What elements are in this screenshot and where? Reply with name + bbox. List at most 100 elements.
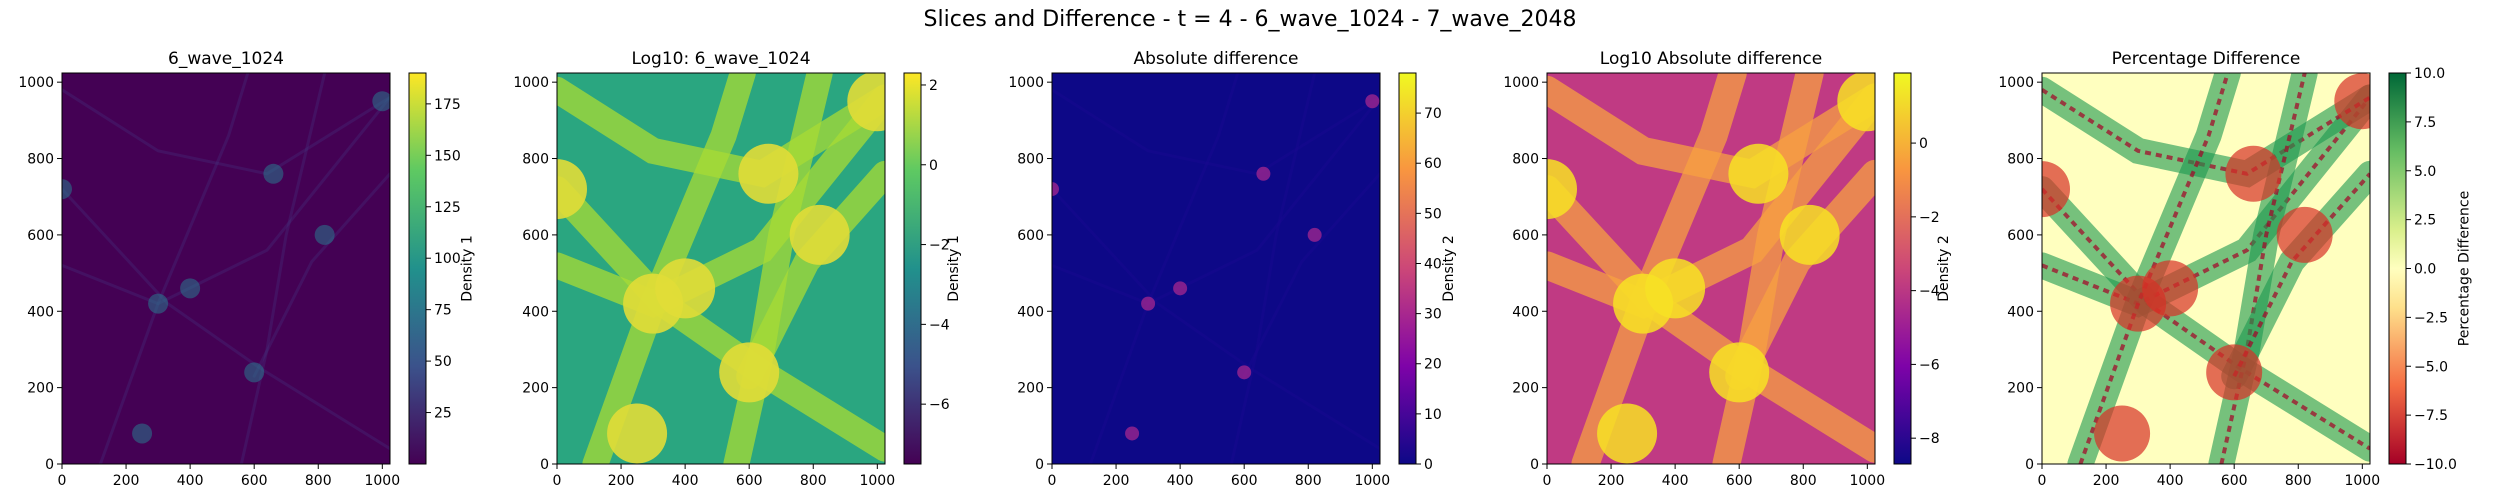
density-peak xyxy=(1256,166,1271,181)
x-tick-label: 1000 xyxy=(859,473,895,489)
panel-title: Percentage Difference xyxy=(2112,49,2301,69)
x-tick-label: 0 xyxy=(1543,473,1552,489)
y-tick-label: 1000 xyxy=(1998,75,2034,91)
wave-band xyxy=(723,73,833,464)
colorbar-tick-label: −7.5 xyxy=(2414,408,2448,424)
wave-band xyxy=(1242,172,1380,378)
density-peak xyxy=(1052,182,1059,197)
colorbar-tick-label: 60 xyxy=(1424,156,1442,172)
panel-title: Log10: 6_wave_1024 xyxy=(631,49,810,69)
y-tick-label: 600 xyxy=(2007,228,2034,244)
wave-band xyxy=(2221,160,2370,390)
density-peak xyxy=(1837,73,1875,132)
colorbar-tick-label: −5.0 xyxy=(2414,359,2448,375)
wave-band xyxy=(1052,88,1380,176)
density-peak xyxy=(1645,258,1706,319)
wave-band xyxy=(557,176,885,462)
x-tick-label: 1000 xyxy=(364,473,400,489)
colorbar-tick-label: −2 xyxy=(1919,210,1940,226)
density-peak xyxy=(314,224,335,245)
density-peak xyxy=(1141,296,1156,311)
colorbar-tick-label: 10 xyxy=(1424,407,1442,423)
x-tick-label: 200 xyxy=(113,473,140,489)
axes-frame xyxy=(556,72,886,465)
x-tick-label: 0 xyxy=(58,473,67,489)
wave-band xyxy=(1712,73,1824,464)
axes-frame xyxy=(2041,72,2371,465)
density-peak xyxy=(244,362,265,383)
x-tick-label: 200 xyxy=(1103,473,1130,489)
density-peak xyxy=(1125,426,1140,441)
wave-band xyxy=(1088,73,1240,464)
y-tick-label: 200 xyxy=(2007,381,2034,397)
colorbar-tick-label: 2 xyxy=(929,78,938,94)
heatmap-image xyxy=(2042,73,2370,464)
density-peak xyxy=(148,293,169,314)
colorbar-frame xyxy=(903,72,922,465)
axes-frame xyxy=(61,72,391,465)
wave-band xyxy=(1571,73,1747,464)
colorbar-tick-label: 175 xyxy=(434,97,461,113)
colorbar-tick-label: 0 xyxy=(1919,136,1928,152)
density-peak xyxy=(719,342,780,403)
y-tick-label: 0 xyxy=(1035,457,1044,473)
density-peak xyxy=(789,204,850,265)
colorbar-tick-label: 70 xyxy=(1424,106,1442,122)
panel-title: 6_wave_1024 xyxy=(168,49,284,69)
heatmap-image xyxy=(557,73,885,464)
y-tick-label: 0 xyxy=(540,457,549,473)
colorbar-frame xyxy=(1398,72,1417,465)
wave-band xyxy=(62,187,390,451)
y-tick-label: 800 xyxy=(522,152,549,168)
colorbar-tick-label: 150 xyxy=(434,148,461,164)
wave-band xyxy=(98,73,250,464)
wave-band-stripe xyxy=(2042,96,2370,306)
x-tick-label: 400 xyxy=(1662,473,1689,489)
y-tick-label: 1000 xyxy=(18,75,54,91)
y-tick-label: 400 xyxy=(522,304,549,320)
density-peak xyxy=(847,73,885,132)
y-tick-label: 800 xyxy=(27,152,54,168)
y-tick-label: 800 xyxy=(1017,152,1044,168)
density-peak xyxy=(2094,405,2151,462)
y-tick-label: 1000 xyxy=(1503,75,1539,91)
colorbar-tick-label: −2.5 xyxy=(2414,310,2448,326)
x-tick-label: 800 xyxy=(1295,473,1322,489)
y-tick-label: 400 xyxy=(27,304,54,320)
x-tick-label: 1000 xyxy=(1849,473,1885,489)
density-peak xyxy=(1307,227,1322,242)
wave-band-stripe xyxy=(2219,73,2307,464)
wave-band xyxy=(582,73,756,464)
y-tick-label: 200 xyxy=(1017,381,1044,397)
colorbar-tick-label: 0 xyxy=(929,158,938,174)
colorbar xyxy=(409,73,426,464)
panel-title: Log10 Absolute difference xyxy=(1600,49,1822,69)
colorbar-tick-label: 20 xyxy=(1424,357,1442,373)
colorbar-tick-label: 100 xyxy=(434,251,461,267)
wave-band xyxy=(62,95,390,306)
density-peak xyxy=(1547,159,1577,220)
wave-band xyxy=(1547,175,1875,463)
density-peak xyxy=(263,163,284,184)
y-tick-label: 800 xyxy=(1512,152,1539,168)
density-peak xyxy=(1709,342,1770,403)
y-tick-label: 1000 xyxy=(1008,75,1044,91)
colorbar-tick-label: 50 xyxy=(434,354,452,370)
axes-frame xyxy=(1546,72,1876,465)
colorbar-tick-label: 25 xyxy=(434,406,452,422)
density-peak xyxy=(1173,281,1188,296)
panel-4: Percentage Difference 0 200 400 600 800 1000 0 2… xyxy=(1998,49,2472,489)
x-tick-label: 1000 xyxy=(2344,473,2380,489)
y-tick-label: 600 xyxy=(522,228,549,244)
density-peak xyxy=(2276,206,2333,263)
colorbar-tick-label: 50 xyxy=(1424,206,1442,222)
x-tick-label: 600 xyxy=(736,473,763,489)
y-tick-label: 400 xyxy=(1512,304,1539,320)
colorbar-tick-label: −4 xyxy=(1919,284,1940,300)
x-tick-label: 400 xyxy=(177,473,204,489)
x-tick-label: 200 xyxy=(1598,473,1625,489)
wave-band-stripe xyxy=(2042,187,2370,451)
y-tick-label: 600 xyxy=(1017,228,1044,244)
y-tick-label: 600 xyxy=(1512,228,1539,244)
